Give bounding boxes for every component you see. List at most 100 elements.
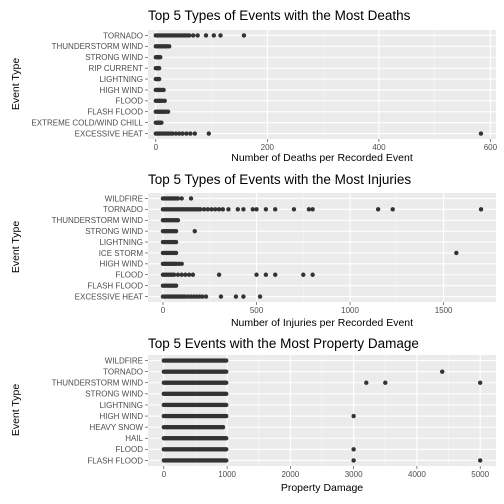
chart-title: Top 5 Types of Events with the Most Inju… [148, 172, 411, 187]
data-point [375, 207, 381, 212]
y-tick-label: FLASH FLOOD [87, 456, 143, 465]
data-point [159, 120, 164, 125]
data-point [440, 369, 445, 374]
y-tick-label: HIGH WIND [99, 412, 143, 421]
data-point [224, 436, 229, 441]
data-point [364, 380, 369, 385]
x-tick-label: 3000 [345, 470, 363, 479]
data-point [263, 207, 269, 212]
x-tick-label: 4000 [408, 470, 426, 479]
data-point [166, 44, 172, 49]
data-point [218, 33, 223, 38]
y-axis-label: Event Type [10, 384, 22, 437]
x-tick-label: 500 [250, 306, 264, 315]
data-point [173, 283, 179, 288]
y-tick-label: ICE STORM [99, 249, 144, 258]
data-point [220, 207, 226, 212]
data-point [203, 33, 209, 38]
data-point [213, 207, 218, 212]
x-tick-label: 2000 [281, 470, 299, 479]
y-tick-label: LIGHTNING [99, 401, 143, 410]
y-tick-label: HAIL [125, 434, 143, 443]
data-point [209, 207, 214, 212]
data-point [291, 207, 297, 212]
y-axis-label: Event Type [10, 221, 22, 274]
data-point [478, 131, 484, 136]
data-point [220, 424, 226, 430]
data-point [173, 131, 179, 136]
data-point [198, 207, 203, 212]
x-tick-label: 200 [261, 143, 275, 152]
data-point [254, 272, 259, 277]
x-tick-label: 0 [161, 306, 166, 315]
y-tick-label: FLOOD [115, 97, 143, 106]
y-tick-label: HEAVY SNOW [90, 423, 144, 432]
y-tick-label: THUNDERSTORM WIND [52, 379, 144, 388]
data-point [273, 272, 278, 277]
data-point [190, 33, 196, 38]
data-point [188, 196, 194, 201]
data-point [192, 131, 198, 136]
data-point [201, 207, 207, 212]
data-point [351, 413, 356, 419]
y-axis-label: Event Type [10, 58, 22, 111]
data-point [205, 207, 211, 212]
data-point [216, 207, 222, 212]
x-axis-label: Number of Deaths per Recorded Event [231, 152, 413, 164]
chart-title: Top 5 Events with the Most Property Dama… [148, 336, 419, 351]
y-tick-label: FLOOD [115, 445, 143, 454]
data-point [273, 207, 278, 212]
data-point [383, 380, 388, 385]
y-tick-label: TORNADO [103, 205, 143, 214]
data-point [170, 131, 175, 136]
y-tick-label: EXCESSIVE HEAT [75, 129, 143, 138]
y-tick-label: STRONG WIND [85, 227, 143, 236]
x-tick-label: 600 [484, 143, 498, 152]
y-tick-label: STRONG WIND [85, 53, 143, 62]
data-point [188, 131, 193, 136]
y-tick-label: WILDFIRE [105, 356, 143, 365]
data-point [165, 109, 171, 114]
data-point [218, 294, 224, 299]
data-point [195, 33, 200, 38]
data-point [454, 250, 459, 256]
data-point [301, 272, 306, 277]
data-point [224, 358, 229, 363]
y-tick-label: HIGH WIND [99, 86, 143, 95]
y-tick-label: TORNADO [103, 367, 143, 376]
data-point [179, 261, 184, 267]
data-point [477, 458, 483, 463]
data-point [233, 294, 239, 299]
data-point [216, 272, 222, 277]
x-tick-label: 0 [162, 470, 167, 479]
data-point [203, 294, 209, 299]
y-tick-label: STRONG WIND [85, 390, 143, 399]
chart-panel-3: Top 5 Events with the Most Property Dama… [10, 336, 496, 494]
data-point [200, 294, 205, 299]
data-point [257, 294, 263, 299]
plot-background [148, 30, 496, 139]
data-point [241, 207, 246, 212]
data-point [310, 207, 315, 212]
data-point [250, 207, 255, 212]
data-point [175, 196, 181, 201]
y-tick-label: FLASH FLOOD [87, 108, 143, 117]
data-point [180, 131, 185, 136]
data-point [183, 272, 188, 277]
data-point [187, 33, 192, 38]
data-point [211, 33, 217, 38]
data-point [175, 218, 181, 223]
data-point [184, 131, 189, 136]
data-point [171, 272, 177, 277]
data-point [175, 272, 181, 277]
data-point [235, 207, 241, 212]
data-point [263, 272, 269, 277]
y-tick-label: EXCESSIVE HEAT [75, 292, 143, 301]
data-point [310, 272, 315, 277]
data-point [224, 458, 229, 463]
chart-title: Top 5 Types of Events with the Most Deat… [148, 8, 411, 23]
data-point [179, 196, 184, 201]
y-tick-label: TORNADO [103, 31, 143, 40]
data-point [161, 87, 166, 93]
